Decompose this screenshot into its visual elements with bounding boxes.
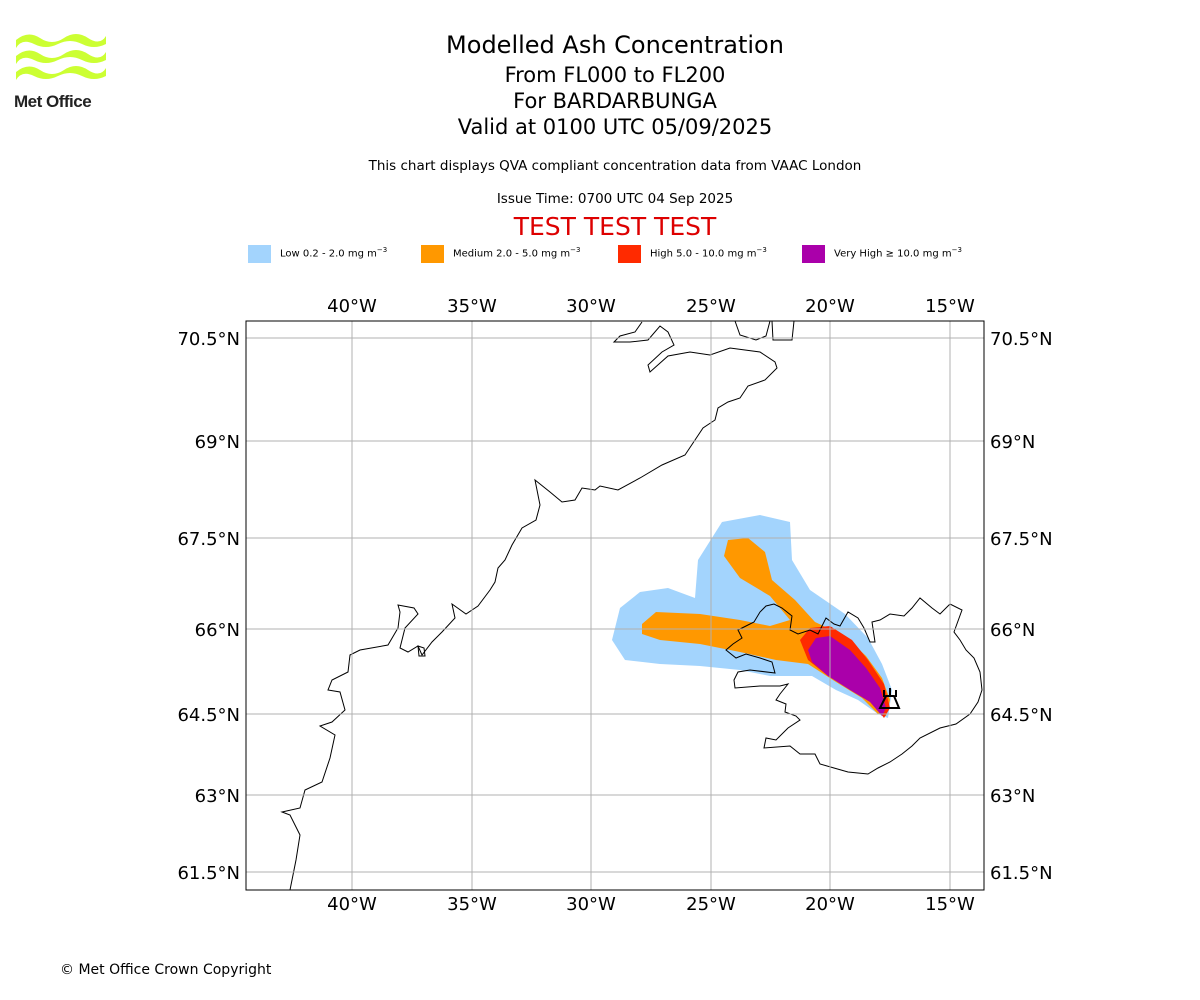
legend-swatch-low [248,245,271,263]
legend-swatch-medium [421,245,444,263]
legend-swatch-very-high [802,245,825,263]
map-frame [245,320,985,891]
met-office-wave-logo [16,34,106,80]
legend-label-very-high: Very High ≥ 10.0 mg m [834,248,952,260]
issue-time: Issue Time: 0700 UTC 04 Sep 2025 [496,191,734,207]
lon-tick-label-bottom: 25°W [686,894,736,915]
lat-tick-label-left: 66°N [195,620,240,641]
lat-tick-label-right: 66°N [990,620,1035,641]
volcano-icon [878,688,901,709]
lon-tick-label-top: 40°W [327,296,377,317]
lat-tick-label-right: 69°N [990,432,1035,453]
legend-label-medium: Medium 2.0 - 5.0 mg m [453,248,571,260]
valid-time: Valid at 0100 UTC 05/09/2025 [457,115,773,139]
volcano-name: For BARDARBUNGA [513,89,717,113]
lat-tick-label-right: 63°N [990,786,1035,807]
chart-title: Modelled Ash Concentration [446,31,784,59]
legend-label-high: High 5.0 - 10.0 mg m [650,248,757,260]
lon-tick-label-top: 30°W [566,296,616,317]
lon-tick-label-bottom: 20°W [805,894,855,915]
lat-tick-label-left: 64.5°N [177,705,240,726]
lon-tick-label-bottom: 30°W [566,894,616,915]
compliance-note: This chart displays QVA compliant concen… [368,158,862,174]
greenland-coastline [280,321,778,890]
lat-tick-label-right: 70.5°N [990,329,1053,350]
graticule [246,321,984,890]
lon-tick-label-bottom: 40°W [327,894,377,915]
tick-labels: 40°W 40°W 35°W 35°W 30°W 30°W 25°W 25°W 20°W 20°W… [177,296,1052,915]
lat-tick-label-left: 63°N [195,786,240,807]
lon-tick-label-top: 35°W [447,296,497,317]
iceland-coastline [725,597,983,775]
lat-tick-label-left: 61.5°N [177,863,240,884]
logo-text: Met Office [14,92,92,111]
lat-tick-label-right: 61.5°N [990,863,1053,884]
lat-tick-label-left: 70.5°N [177,329,240,350]
lon-tick-label-top: 20°W [805,296,855,317]
lat-tick-label-right: 67.5°N [990,529,1053,550]
lat-tick-label-left: 67.5°N [177,529,240,550]
test-banner: TEST TEST TEST [513,212,717,241]
lat-tick-label-left: 69°N [195,432,240,453]
ash-very-high-region [808,636,886,716]
lon-tick-label-bottom: 15°W [925,894,975,915]
chart-title-block: Modelled Ash Concentration From FL000 to… [315,28,915,140]
lon-tick-label-top: 25°W [686,296,736,317]
lon-tick-label-top: 15°W [925,296,975,317]
legend-label-low: Low 0.2 - 2.0 mg m [280,248,377,260]
met-office-logo: Met Office [14,30,110,114]
legend-swatch-high [618,245,641,263]
flight-levels: From FL000 to FL200 [504,63,726,87]
lat-tick-label-right: 64.5°N [990,705,1053,726]
lon-tick-label-bottom: 35°W [447,894,497,915]
copyright: © Met Office Crown Copyright [60,962,272,978]
